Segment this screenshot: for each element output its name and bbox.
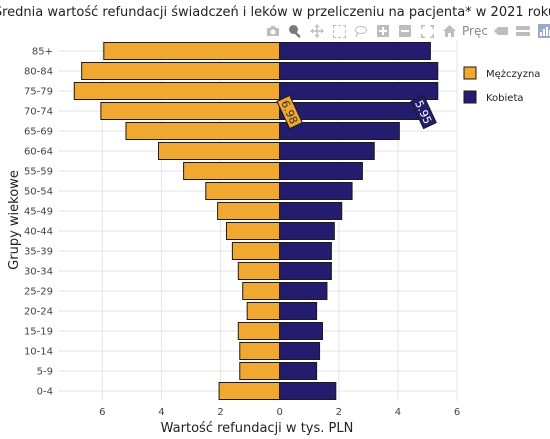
bar-female-0-4 xyxy=(279,382,337,400)
y-tick-label: 15-19 xyxy=(24,327,53,338)
bar-female-20-24 xyxy=(279,302,318,320)
x-axis-title: Wartość refundacji w tys. PLN xyxy=(161,421,354,436)
y-tick-label: 75-79 xyxy=(24,87,53,98)
y-tick-label: 25-29 xyxy=(24,287,53,298)
zoom-in-icon[interactable] xyxy=(372,22,394,40)
y-axis-title: Grupy wiekowe xyxy=(7,170,22,270)
bars xyxy=(73,42,439,400)
y-tick-label: 80-84 xyxy=(24,67,53,78)
annotation-box xyxy=(276,94,304,130)
y-tick-label: 45-49 xyxy=(24,207,53,218)
y-tick-label: 20-24 xyxy=(24,307,53,318)
bar-male-0-4 xyxy=(218,382,281,400)
bar-male-70-74 xyxy=(100,102,281,120)
x-tick-labels: 6 4 2 0 2 4 6 xyxy=(99,407,460,418)
camera-icon[interactable] xyxy=(262,22,284,40)
bar-male-50-54 xyxy=(205,182,281,200)
bar-female-80-84 xyxy=(279,62,439,80)
legend-swatch xyxy=(463,66,477,80)
bar-male-85+ xyxy=(103,42,281,60)
bar-female-60-64 xyxy=(279,142,375,160)
y-tick-label: 50-54 xyxy=(24,187,53,198)
bar-male-60-64 xyxy=(157,142,281,160)
bar-male-10-14 xyxy=(239,342,281,360)
legend-label: Kobieta xyxy=(486,93,524,104)
x-tick-label: 2 xyxy=(336,407,342,418)
x-tick-label: 6 xyxy=(454,407,460,418)
zoom-out-icon[interactable] xyxy=(394,22,416,40)
bar-male-45-49 xyxy=(217,202,281,220)
x-tick-label: 6 xyxy=(99,407,105,418)
y-tick-label: 0-4 xyxy=(37,387,53,398)
bar-male-55-59 xyxy=(183,162,281,180)
y-tick-label: 5-9 xyxy=(37,367,53,378)
x-tick-label: 0 xyxy=(276,407,282,418)
x-tick-label: 4 xyxy=(158,407,164,418)
bar-female-45-49 xyxy=(279,202,343,220)
compare-icon[interactable] xyxy=(512,22,534,40)
bar-male-30-34 xyxy=(237,262,281,280)
annotation-box xyxy=(410,94,437,130)
y-tick-label: 10-14 xyxy=(24,347,53,358)
y-tick-label: 30-34 xyxy=(24,267,53,278)
bar-female-75-79 xyxy=(279,82,439,100)
legend-swatch xyxy=(463,90,477,104)
bar-female-85+ xyxy=(279,42,431,60)
zoom-icon[interactable] xyxy=(284,22,306,40)
lasso-icon[interactable] xyxy=(350,22,372,40)
bar-female-55-59 xyxy=(279,162,363,180)
bar-female-30-34 xyxy=(279,262,332,280)
chart-title: Średnia wartość refundacji świadczeń i l… xyxy=(0,4,550,20)
bar-male-15-19 xyxy=(237,322,281,340)
y-tick-label: 85+ xyxy=(32,47,53,58)
spike-icon[interactable] xyxy=(490,22,512,40)
bar-female-65-69 xyxy=(279,122,400,140)
x-tick-label: 2 xyxy=(217,407,223,418)
pan-icon[interactable] xyxy=(306,22,328,40)
bar-male-75-79 xyxy=(73,82,281,100)
bar-female-40-44 xyxy=(279,222,335,240)
y-tick-label: 35-39 xyxy=(24,247,53,258)
legend-item-female[interactable]: Kobieta xyxy=(463,90,524,104)
compare-label[interactable]: Pręc xyxy=(462,24,488,38)
bar-female-5-9 xyxy=(279,362,318,380)
bar-male-5-9 xyxy=(239,362,281,380)
bar-female-70-74 xyxy=(279,102,420,120)
bar-male-35-39 xyxy=(231,242,281,260)
y-tick-labels: 0-4 5-9 10-14 15-19 20-24 25-29 30-34 35-39 40-4… xyxy=(24,47,53,398)
bar-female-15-19 xyxy=(279,322,324,340)
bar-male-80-84 xyxy=(81,62,281,80)
y-tick-label: 55-59 xyxy=(24,167,53,178)
y-tick-label: 70-74 xyxy=(24,107,53,118)
x-tick-label: 4 xyxy=(395,407,401,418)
y-tick-label: 40-44 xyxy=(24,227,53,238)
bar-male-25-29 xyxy=(242,282,281,300)
hover-icon[interactable] xyxy=(534,22,550,40)
bar-male-65-69 xyxy=(125,122,281,140)
legend-item-male[interactable]: Mężczyzna xyxy=(463,66,540,80)
bar-female-25-29 xyxy=(279,282,328,300)
bar-female-50-54 xyxy=(279,182,353,200)
y-tick-label: 60-64 xyxy=(24,147,53,158)
y-tick-label: 65-69 xyxy=(24,127,53,138)
box-select-icon[interactable] xyxy=(328,22,350,40)
legend-label: Mężczyzna xyxy=(486,69,540,80)
bar-female-10-14 xyxy=(279,342,321,360)
modebar: Pręc xyxy=(262,22,550,40)
annotations: 6.98 5.95 xyxy=(276,94,437,130)
bar-female-35-39 xyxy=(279,242,332,260)
bar-male-20-24 xyxy=(246,302,281,320)
home-icon[interactable] xyxy=(438,22,460,40)
legend[interactable]: Mężczyzna Kobieta xyxy=(463,66,540,104)
autoscale-icon[interactable] xyxy=(416,22,438,40)
bar-male-40-44 xyxy=(225,222,281,240)
